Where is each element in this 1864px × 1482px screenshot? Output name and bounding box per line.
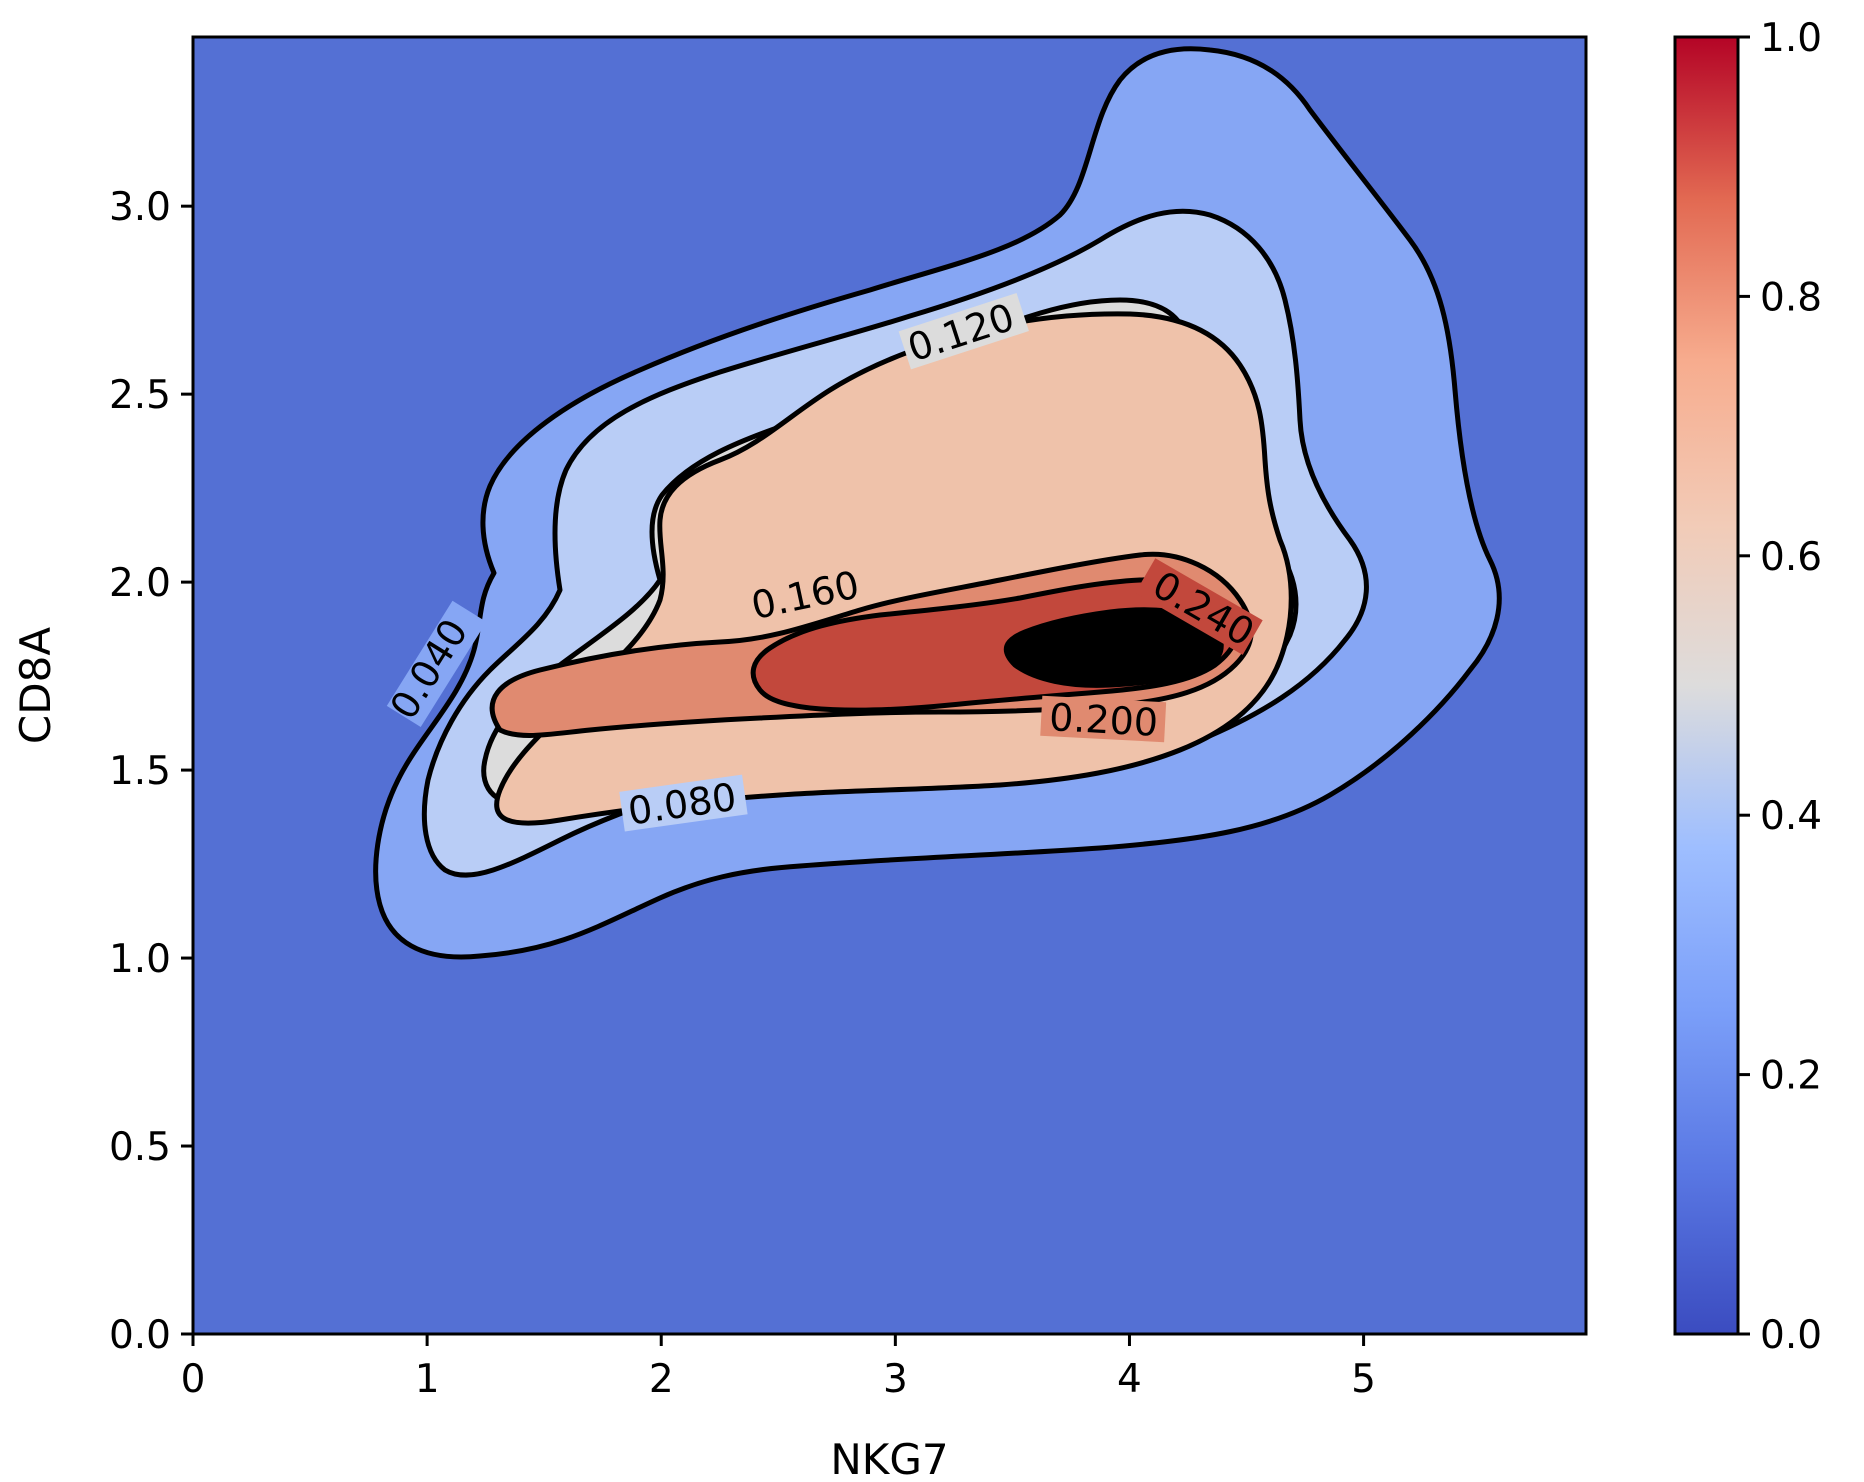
colorbar-tick-label: 0.2 — [1760, 1054, 1822, 1099]
colorbar-axis: 0.0 0.2 0.4 0.6 0.8 1.0 — [1738, 16, 1822, 1358]
x-tick-label: 1 — [415, 1357, 440, 1402]
x-axis: 0 1 2 3 4 5 — [181, 1334, 1376, 1402]
contour-label-backdrop — [386, 600, 487, 728]
contour-label-0.200: 0.200 — [1048, 695, 1159, 745]
y-axis: 0.0 0.5 1.0 1.5 2.0 2.5 3.0 — [109, 185, 193, 1358]
colorbar-tick-label: 0.6 — [1760, 535, 1822, 580]
y-tick-label: 0.5 — [109, 1125, 171, 1170]
colorbar-tick-label: 0.4 — [1760, 794, 1822, 839]
contour-label-backdrop — [898, 293, 1029, 370]
contour-bands — [373, 46, 1502, 960]
contour-label-backdrop — [1040, 695, 1167, 743]
contour-label-backdrop — [619, 774, 748, 832]
colorbar-tick-label: 0.0 — [1760, 1313, 1822, 1358]
x-tick-label: 3 — [883, 1357, 908, 1402]
y-tick-label: 0.0 — [109, 1313, 171, 1358]
x-tick-label: 5 — [1351, 1357, 1376, 1402]
y-tick-label: 2.0 — [109, 561, 171, 606]
x-tick-label: 0 — [181, 1357, 206, 1402]
colorbar-tick-label: 0.8 — [1760, 275, 1822, 320]
colorbar-fill — [1673, 35, 1740, 1336]
y-tick-label: 3.0 — [109, 185, 171, 230]
colorbar: 0.0 0.2 0.4 0.6 0.8 1.0 — [1673, 16, 1822, 1358]
contour-label-backdrop — [742, 561, 872, 627]
contour-label-backdrop — [1135, 558, 1263, 655]
y-tick-label: 2.5 — [109, 373, 171, 418]
y-tick-label: 1.5 — [109, 749, 171, 794]
plot-frame — [191, 35, 1588, 1336]
x-tick-label: 2 — [649, 1357, 674, 1402]
x-axis-label: NKG7 — [830, 1435, 948, 1482]
colorbar-tick-label: 1.0 — [1760, 16, 1822, 61]
y-axis-label: CD8A — [11, 627, 60, 744]
x-tick-label: 4 — [1117, 1357, 1142, 1402]
y-tick-label: 1.0 — [109, 937, 171, 982]
